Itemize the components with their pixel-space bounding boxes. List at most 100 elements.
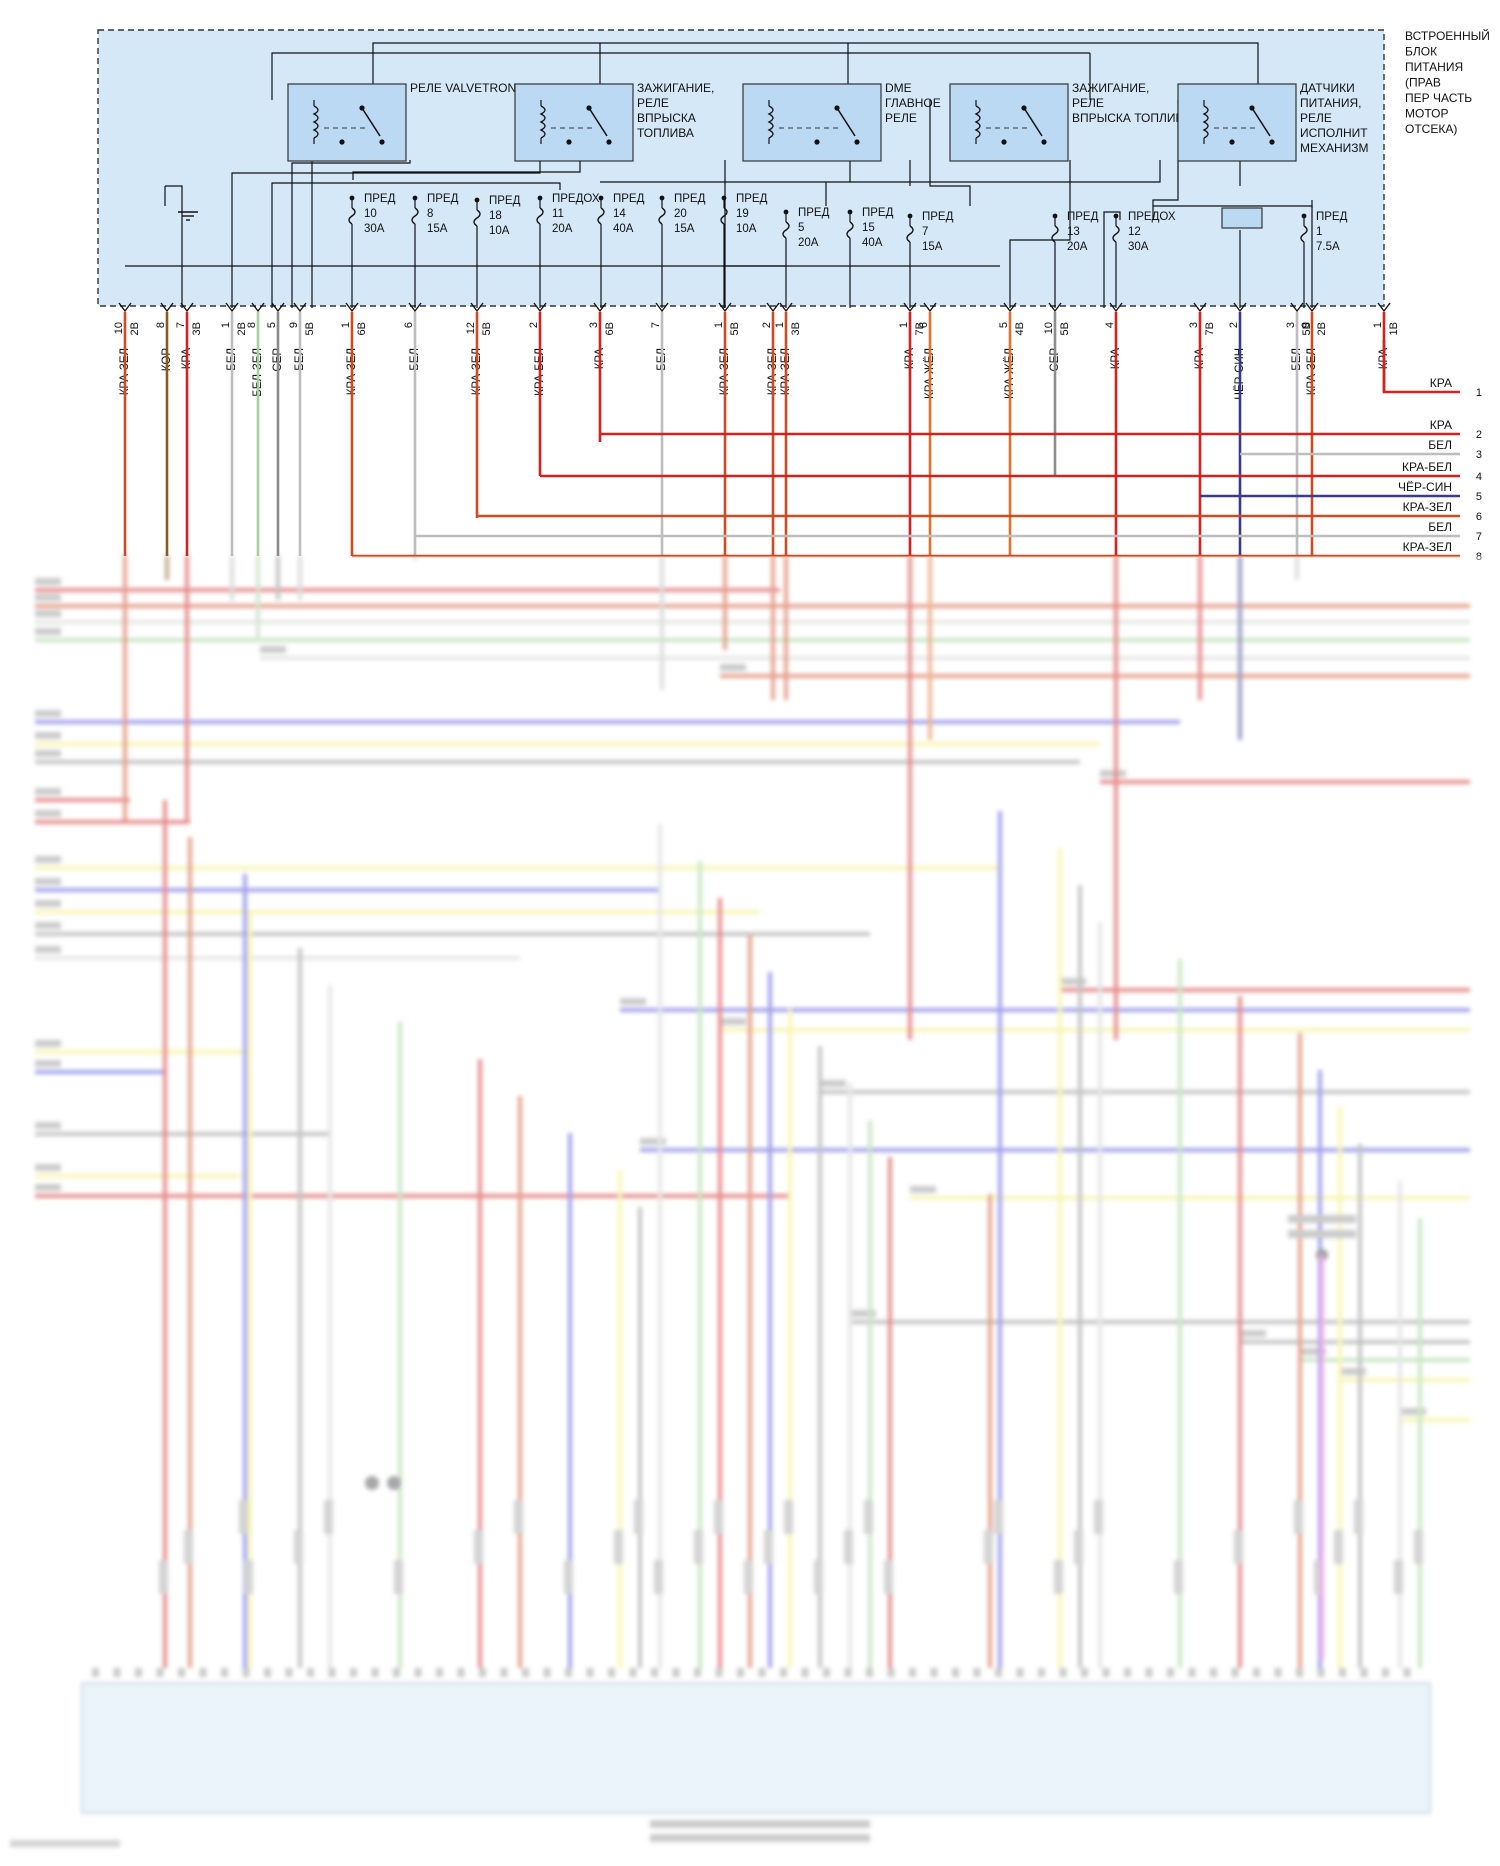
fuse-junction [907,213,913,219]
blurred-pin-code [514,1500,523,1534]
pin-number: 6 [918,322,930,328]
pin-connector-symbol [293,302,307,313]
blurred-wire-code [35,810,61,817]
fuse-junction [659,195,665,201]
ecu-pin-marker [1016,1668,1024,1677]
power-block-title-line: БЛОК [1405,45,1437,59]
relay-coil [539,105,546,139]
output-line-2: КРА 2 [600,418,1482,441]
fuse-label-line: 10A [489,225,510,237]
pin-connector-symbol [1305,302,1319,313]
resistor-box [1221,207,1263,229]
internal-bus-wire-9 [291,160,411,308]
relay-coil [1202,105,1209,139]
blurred-wire-code [35,750,61,757]
ecu-pin-marker [995,1668,1002,1677]
power-block-title-line: ОТСЕКА) [1405,122,1457,136]
blurred-watermark [10,1840,120,1847]
pin-number: 5 [998,322,1010,328]
fuse-label-line: 40A [613,223,634,235]
blurred-wire-code [35,1122,61,1129]
output-wire-label: КРА [1430,376,1452,390]
connector-code: 6B [356,322,368,335]
fuse-label-line: 20 [674,208,687,220]
blurred-pin-code [844,1530,853,1564]
ecu-pin-marker [565,1668,572,1677]
relay-coil [974,105,981,139]
blurred-pin-code [864,1500,873,1534]
blurred-pin-code [784,1500,793,1534]
ecu-pin-marker [973,1668,981,1677]
relay-label-line: РЕЛЕ [885,111,917,125]
fuse-label-line: ПРЕД [364,193,396,205]
relay-switch-arm [1023,107,1043,137]
blurred-pin-code [294,1530,303,1564]
ecu-pin-marker [909,1668,916,1677]
blurred-pin-code [1294,1500,1303,1534]
pin-number: 1 [220,322,232,328]
pin-connector-symbol [408,302,422,313]
fuse-symbol [1112,225,1120,243]
ecu-pin-marker [264,1668,271,1677]
blurred-pin-code [614,1530,623,1564]
pin-number: 2 [761,322,773,328]
blurred-wire-code [35,594,61,601]
fuse-label-line: 11 [552,208,564,220]
blurred-wire-code [260,646,286,653]
output-number: 2 [1476,429,1482,441]
ecu-pin-marker [1210,1668,1217,1677]
relay-valvetronic: РЕЛЕ VALVETRONIC [287,81,528,162]
fuse-symbol [658,207,666,225]
relay-box [742,83,882,162]
pin-number: 1 [340,322,352,328]
pin-number: 6 [403,322,415,328]
fuse-10: ПРЕД 7 15A [906,211,954,308]
pin-connector-symbol [1048,302,1062,313]
blurred-ground-dot [387,1476,401,1490]
pin-number: 1 [713,322,725,328]
output-line-8: КРА-ЗЕЛ 8 [352,540,1482,563]
output-wire-label: ЧЁР-СИН [1398,480,1452,494]
blurred-pin-code [394,1560,403,1594]
output-line-3: БЕЛ 3 [1240,438,1482,461]
relay-label-line: ВПРЫСКА [637,111,696,125]
pin-connector-symbol [903,302,917,313]
fuse-symbol [536,207,544,225]
output-line-4: КРА-БЕЛ 4 [540,460,1482,483]
fuse-label-line: ПРЕД [674,193,706,205]
connector-code: 2B [236,322,248,335]
ecu-pin-marker [199,1668,207,1677]
pin-connector-symbol [1377,302,1391,313]
fuse-label-line: 10 [364,208,377,220]
relay-contact [339,139,345,145]
pin-connector-symbol [1290,302,1304,313]
ecu-pin-marker [1188,1668,1196,1677]
blurred-wire-code [1300,1348,1326,1355]
pin-number: 8 [246,322,258,328]
ecu-pin-marker [780,1668,787,1677]
relay-label-line: ВПРЫСКА ТОПЛИВА 2 [1072,111,1201,125]
fuse-label-line: 15A [922,241,943,253]
ecu-pin-marker [1167,1668,1174,1677]
fuse-13: ПРЕД 1 7.5A [1300,211,1348,308]
fuse-label-line: 1 [1316,226,1322,238]
blurred-wire-code [35,628,61,635]
power-block-title-line: МОТОР [1405,107,1448,121]
fuse-5: ПРЕД 14 40A [597,193,645,308]
blurred-wire-code [620,998,646,1005]
power-block-outline [97,29,1385,307]
output-wire-label: БЕЛ [1428,520,1452,534]
fuse-symbol [411,207,419,225]
blurred-pin-code [1054,1560,1063,1594]
fuse-symbol [348,207,356,225]
blurred-pin-code [634,1500,643,1534]
power-block-title-line: ПЕР ЧАСТЬ [1405,91,1472,105]
blurred-wire-code [35,900,61,907]
pin-connector-symbol [718,302,732,313]
blurred-wire-code [35,1040,61,1047]
connector-code: 4B [1014,322,1026,335]
pin-number: 1 [1372,322,1384,328]
pin-connector-symbol [1233,302,1247,313]
